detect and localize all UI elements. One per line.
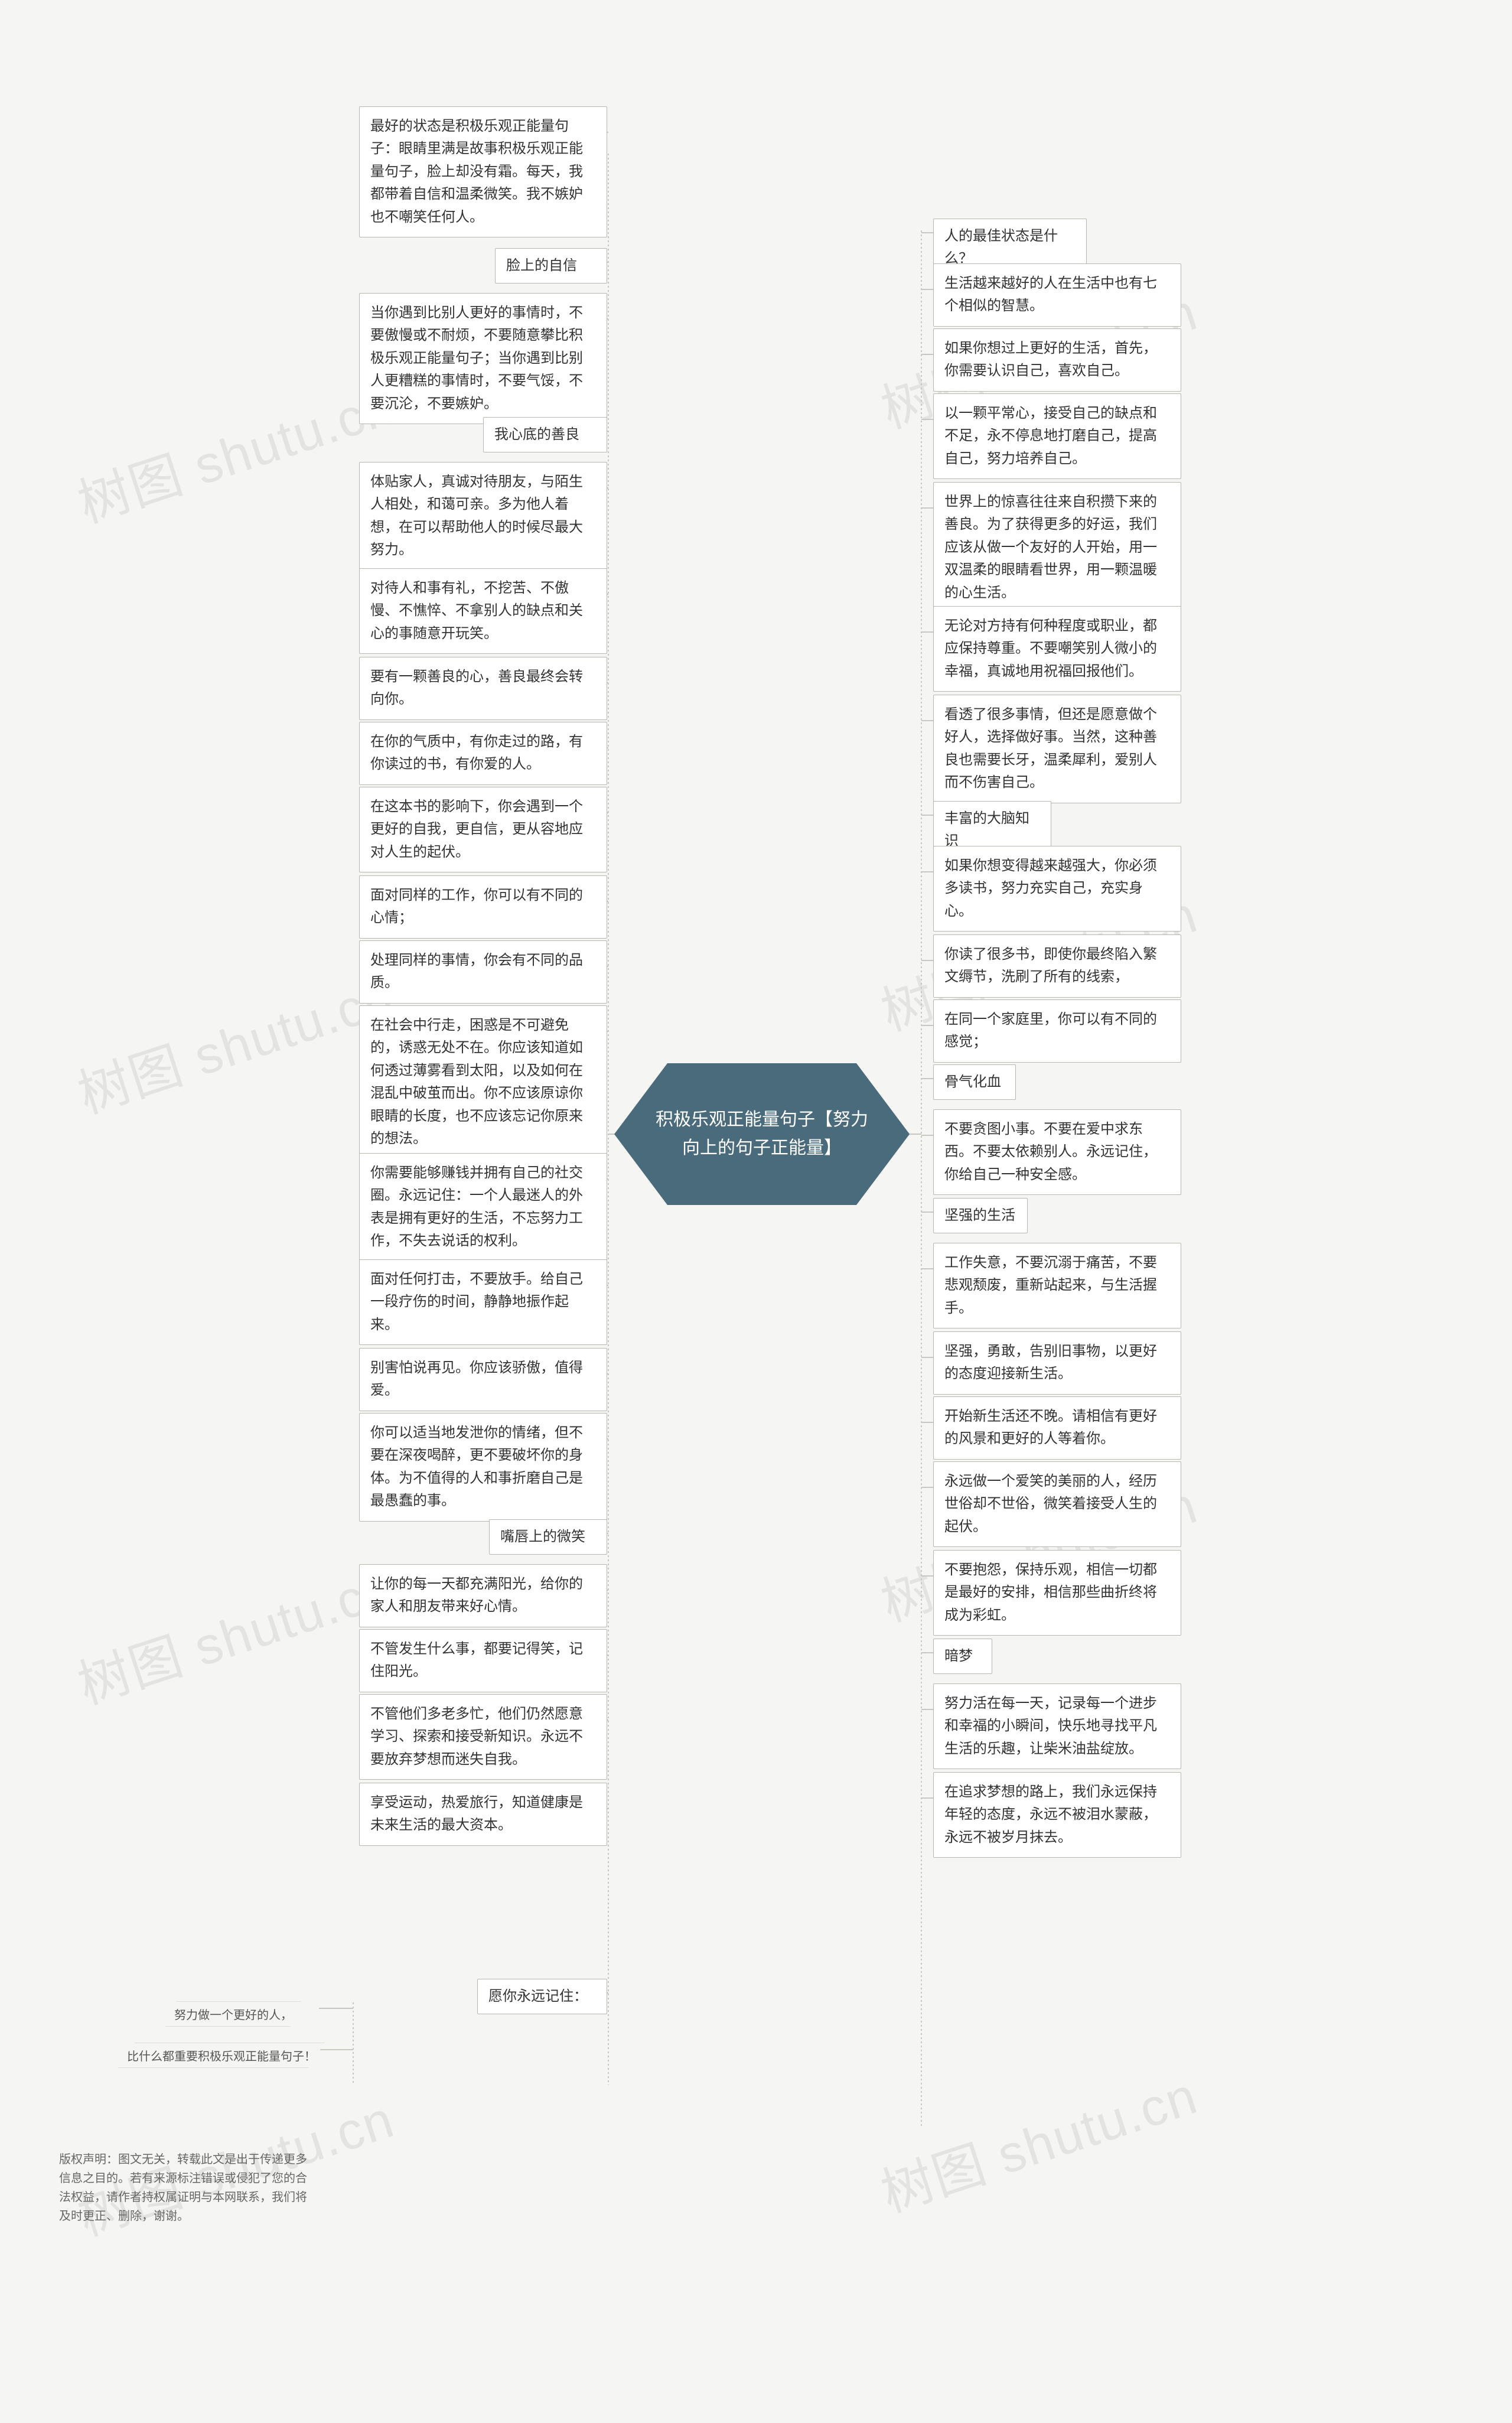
left-section-title: 脸上的自信 [495,248,607,284]
left-node: 别害怕说再见。你应该骄傲，值得爱。 [359,1348,607,1411]
right-node: 努力活在每一天，记录每一个进步和幸福的小瞬间，快乐地寻找平凡生活的乐趣，让柴米油… [933,1683,1181,1769]
left-node: 体贴家人，真诚对待朋友，与陌生人相处，和蔼可亲。多为他人着想，在可以帮助他人的时… [359,462,607,571]
watermark: 树图 shutu.cn [871,2054,1205,2226]
right-node: 看透了很多事情，但还是愿意做个好人，选择做好事。当然，这种善良也需要长牙，温柔犀… [933,695,1181,803]
left-node: 处理同样的事情，你会有不同的品质。 [359,940,607,1004]
right-node: 在同一个家庭里，你可以有不同的感觉； [933,999,1181,1063]
root-title: 积极乐观正能量句子【努力向上的句子正能量】 [650,1106,874,1162]
right-node: 如果你想变得越来越强大，你必须多读书，努力充实自己，充实身心。 [933,846,1181,932]
left-node: 对待人和事有礼，不挖苦、不傲慢、不憔悴、不拿别人的缺点和关心的事随意开玩笑。 [359,568,607,654]
sub-note: 努力做一个更好的人， [165,2001,301,2027]
right-node: 不要贪图小事。不要在爱中求东西。不要太依赖别人。永远记住，你给自己一种安全感。 [933,1109,1181,1195]
right-node: 不要抱怨，保持乐观，相信一切都是最好的安排，相信那些曲折终将成为彩虹。 [933,1550,1181,1636]
right-section-title: 坚强的生活 [933,1198,1028,1233]
left-node: 不管发生什么事，都要记得笑，记住阳光。 [359,1629,607,1692]
left-node: 当你遇到比别人更好的事情时，不要傲慢或不耐烦，不要随意攀比积极乐观正能量句子；当… [359,293,607,424]
right-node: 生活越来越好的人在生活中也有七个相似的智慧。 [933,263,1181,327]
left-node: 你可以适当地发泄你的情绪，但不要在深夜喝醉，更不要破坏你的身体。为不值得的人和事… [359,1413,607,1522]
left-section-title: 嘴唇上的微笑 [489,1519,607,1555]
watermark: 树图 shutu.cn [67,1546,402,1718]
watermark: 树图 shutu.cn [67,364,402,537]
watermark: 树图 shutu.cn [67,955,402,1128]
sub-note: 比什么都重要积极乐观正能量句子！ [118,2043,325,2068]
right-node: 开始新生活还不晚。请相信有更好的风景和更好的人等着你。 [933,1396,1181,1460]
right-node: 你读了很多书，即使你最终陷入繁文缛节，洗刷了所有的线索， [933,934,1181,998]
right-node: 永远做一个爱笑的美丽的人，经历世俗却不世俗，微笑着接受人生的起伏。 [933,1461,1181,1547]
right-node: 以一颗平常心，接受自己的缺点和不足，永不停息地打磨自己，提高自己，努力培养自己。 [933,393,1181,479]
root-node: 积极乐观正能量句子【努力向上的句子正能量】 [614,1063,910,1205]
left-node: 最好的状态是积极乐观正能量句子：眼睛里满是故事积极乐观正能量句子，脸上却没有霜。… [359,106,607,237]
left-node: 你需要能够赚钱并拥有自己的社交圈。永远记住：一个人最迷人的外表是拥有更好的生活，… [359,1153,607,1262]
left-section-title: 愿你永远记住： [477,1979,607,2014]
left-node: 在这本书的影响下，你会遇到一个更好的自我，更自信，更从容地应对人生的起伏。 [359,787,607,872]
right-node: 如果你想过上更好的生活，首先，你需要认识自己，喜欢自己。 [933,328,1181,392]
left-node: 面对同样的工作，你可以有不同的心情； [359,875,607,939]
right-node: 世界上的惊喜往往来自积攒下来的善良。为了获得更多的好运，我们应该从做一个友好的人… [933,482,1181,613]
right-node: 坚强，勇敢，告别旧事物，以更好的态度迎接新生活。 [933,1331,1181,1395]
right-node: 无论对方持有何种程度或职业，都应保持尊重。不要嘲笑别人微小的幸福，真诚地用祝福回… [933,606,1181,692]
left-node: 让你的每一天都充满阳光，给你的家人和朋友带来好心情。 [359,1564,607,1627]
left-node: 要有一颗善良的心，善良最终会转向你。 [359,657,607,720]
left-node: 享受运动，热爱旅行，知道健康是未来生活的最大资本。 [359,1783,607,1846]
right-section-title: 骨气化血 [933,1064,1016,1100]
right-node: 工作失意，不要沉溺于痛苦，不要悲观颓废，重新站起来，与生活握手。 [933,1243,1181,1328]
left-node: 在你的气质中，有你走过的路，有你读过的书，有你爱的人。 [359,722,607,785]
left-section-title: 我心底的善良 [483,417,607,452]
left-node: 面对任何打击，不要放手。给自己一段疗伤的时间，静静地振作起来。 [359,1259,607,1345]
left-node: 不管他们多老多忙，他们仍然愿意学习、探索和接受新知识。永远不要放弃梦想而迷失自我… [359,1694,607,1780]
footer-copyright: 版权声明：图文无关，转载此文是出于传递更多信息之目的。若有来源标注错误或侵犯了您… [59,2150,307,2226]
right-section-title: 暗梦 [933,1639,992,1674]
left-node: 在社会中行走，困惑是不可避免的，诱惑无处不在。你应该知道如何透过薄雾看到太阳，以… [359,1005,607,1159]
right-node: 在追求梦想的路上，我们永远保持年轻的态度，永远不被泪水蒙蔽，永远不被岁月抹去。 [933,1772,1181,1858]
